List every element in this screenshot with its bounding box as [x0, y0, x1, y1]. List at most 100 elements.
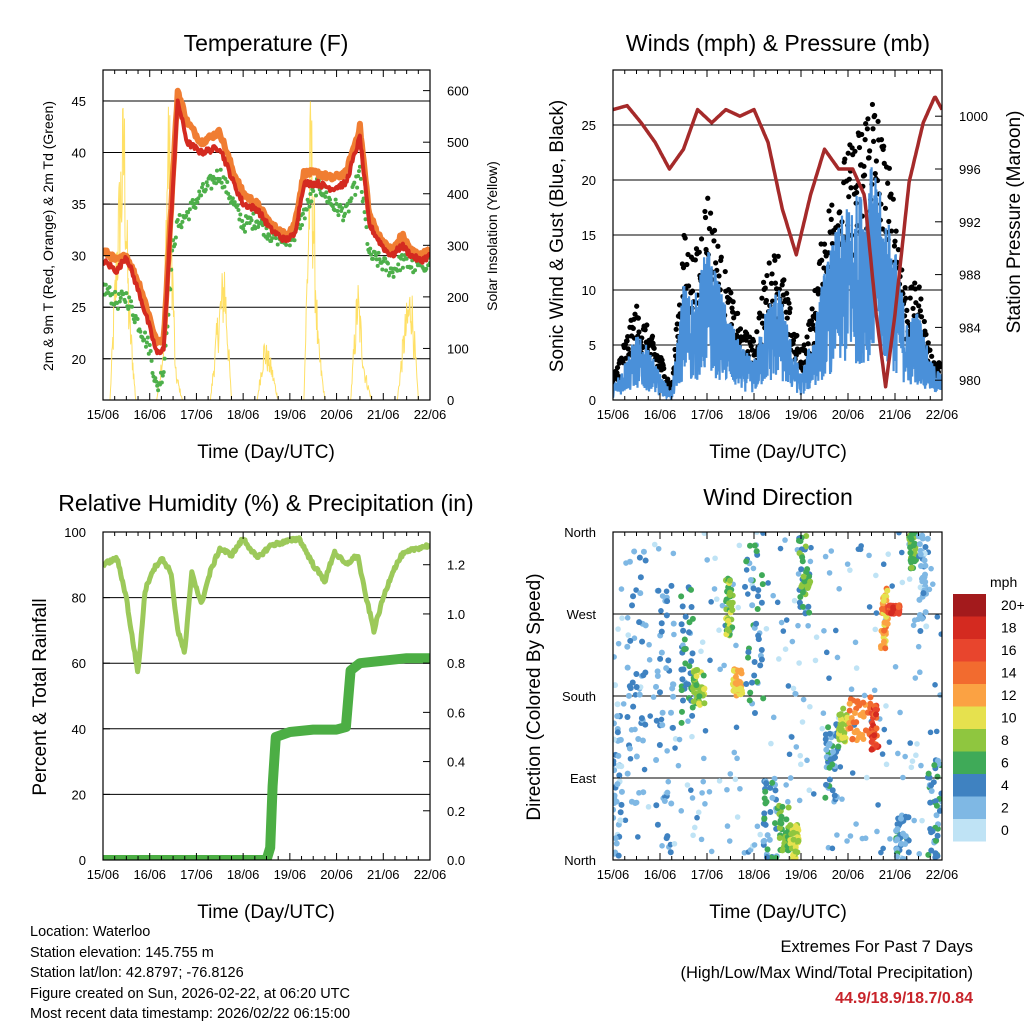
- direction-point: [907, 549, 914, 556]
- direction-point: [716, 627, 722, 633]
- x-tick-label: 18/06: [738, 407, 771, 422]
- y-tick-label: 35: [72, 197, 86, 212]
- gust-point: [804, 334, 810, 340]
- direction-point: [826, 730, 833, 737]
- dewpoint-point: [195, 200, 200, 205]
- direction-point: [897, 709, 903, 716]
- dewpoint-point: [240, 218, 245, 223]
- direction-point: [892, 664, 899, 670]
- direction-point: [712, 555, 718, 562]
- direction-point: [866, 604, 873, 610]
- direction-point: [732, 776, 739, 783]
- direction-point: [754, 606, 761, 613]
- gust-point: [706, 226, 713, 232]
- direction-point: [747, 542, 754, 549]
- direction-point: [918, 562, 925, 569]
- direction-point: [613, 806, 617, 813]
- direction-point: [830, 748, 837, 755]
- dewpoint-point: [396, 262, 401, 267]
- direction-point: [745, 649, 752, 656]
- direction-point: [922, 562, 929, 569]
- direction-point: [688, 787, 694, 793]
- direction-point: [821, 628, 827, 634]
- dewpoint-point: [383, 256, 388, 261]
- direction-point: [928, 782, 935, 789]
- direction-point: [690, 832, 696, 839]
- direction-point: [734, 755, 740, 762]
- direction-point: [750, 585, 757, 592]
- direction-point: [688, 586, 695, 593]
- dewpoint-point: [352, 180, 357, 185]
- direction-point: [661, 798, 668, 805]
- gust-point: [873, 158, 879, 164]
- direction-point: [650, 694, 657, 700]
- y2-tick-label: 400: [447, 187, 469, 202]
- dewpoint-point: [219, 180, 224, 185]
- direction-point: [670, 550, 677, 557]
- gust-point: [854, 189, 860, 196]
- direction-point: [835, 743, 842, 750]
- direction-point: [754, 823, 761, 830]
- direction-point: [641, 766, 648, 773]
- y-tick-label: 0: [589, 393, 596, 408]
- direction-point: [772, 820, 779, 827]
- direction-point: [881, 638, 888, 645]
- direction-point: [680, 666, 687, 673]
- direction-point: [868, 738, 875, 745]
- x-tick-label: 21/06: [879, 867, 912, 882]
- direction-point: [848, 686, 855, 693]
- direction-point: [938, 790, 942, 797]
- dewpoint-point: [161, 370, 166, 375]
- dewpoint-point: [217, 177, 222, 182]
- dewpoint-point: [413, 268, 418, 273]
- dewpoint-point: [200, 182, 205, 187]
- direction-point: [880, 561, 887, 568]
- direction-point: [777, 545, 784, 552]
- dewpoint-point: [307, 204, 312, 209]
- y2-tick-label: 300: [447, 238, 469, 253]
- direction-point: [631, 548, 638, 555]
- dewpoint-point: [334, 201, 339, 206]
- direction-point: [617, 817, 624, 824]
- direction-point: [928, 787, 935, 794]
- direction-point: [894, 825, 901, 832]
- direction-point: [890, 604, 897, 611]
- direction-point: [655, 587, 662, 594]
- gust-point: [698, 236, 705, 242]
- direction-point: [665, 657, 672, 664]
- gust-point: [693, 246, 700, 252]
- dewpoint-point: [265, 236, 270, 241]
- dewpoint-point: [275, 242, 280, 247]
- direction-point: [934, 614, 941, 620]
- gust-point: [684, 261, 690, 268]
- direction-point: [787, 775, 794, 781]
- direction-point: [928, 565, 934, 572]
- direction-point: [926, 586, 933, 593]
- axes: 15/06 16/06 17/06 18/06 19/06 20/06 21/06 22/06…: [582, 69, 988, 422]
- direction-point: [804, 757, 810, 764]
- legend-swatch: [953, 616, 986, 639]
- direction-point: [859, 731, 866, 738]
- direction-point: [763, 798, 770, 805]
- dewpoint-point: [341, 218, 346, 223]
- dewpoint-point: [256, 225, 261, 230]
- plot-area: [103, 532, 430, 860]
- gust-point: [759, 295, 765, 301]
- direction-point: [900, 830, 907, 837]
- direction-point: [618, 788, 625, 795]
- direction-point: [654, 673, 661, 680]
- direction-point: [689, 650, 696, 657]
- direction-point: [727, 771, 734, 777]
- direction-point: [836, 711, 843, 718]
- direction-point: [808, 544, 814, 551]
- direction-point: [901, 856, 908, 860]
- direction-point: [761, 810, 768, 817]
- direction-point: [689, 733, 695, 740]
- dewpoint-point: [304, 207, 309, 212]
- direction-point: [682, 660, 689, 667]
- gust-point: [772, 257, 778, 263]
- x-tick-label: 15/06: [87, 867, 120, 882]
- direction-point: [860, 709, 867, 716]
- direction-point: [672, 745, 678, 751]
- gust-point: [878, 137, 885, 143]
